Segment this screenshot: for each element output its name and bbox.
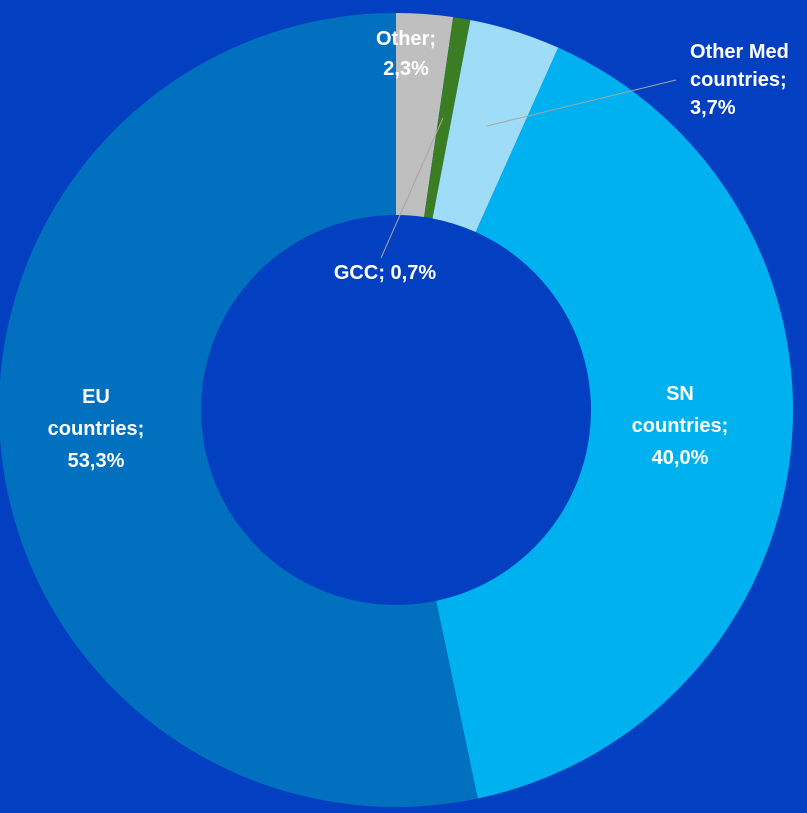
slice-sn-countries xyxy=(436,47,793,799)
data-label-line: Other; xyxy=(376,28,436,50)
data-label-line: 2,3% xyxy=(383,58,429,80)
data-label-line: 40,0% xyxy=(652,447,709,469)
data-label-line: EU xyxy=(82,386,110,408)
data-label-other-med-countries: Other Med countries; 3,7% xyxy=(690,41,789,119)
data-label-line: SN xyxy=(666,383,694,405)
data-label-eu-countries: EU countries; 53,3% xyxy=(48,386,145,472)
data-label-line: GCC; 0,7% xyxy=(334,262,436,284)
slice-other-med-countries xyxy=(432,20,559,233)
slice-gcc xyxy=(424,17,471,219)
data-label-gcc: GCC; 0,7% xyxy=(334,262,436,284)
data-label-line: countries; xyxy=(632,415,729,437)
slice-other xyxy=(396,13,454,218)
data-label-line: countries; xyxy=(690,69,787,91)
data-label-line: 3,7% xyxy=(690,97,736,119)
leader-line-gcc xyxy=(380,117,444,259)
data-label-line: countries; xyxy=(48,418,145,440)
data-label-line: 53,3% xyxy=(68,450,125,472)
data-label-other: Other; 2,3% xyxy=(376,28,436,80)
data-label-line: Other Med xyxy=(690,41,789,63)
leader-line-other-med-countries xyxy=(486,79,677,127)
slice-eu-countries xyxy=(0,13,478,807)
data-label-sn-countries: SN countries; 40,0% xyxy=(632,383,729,469)
